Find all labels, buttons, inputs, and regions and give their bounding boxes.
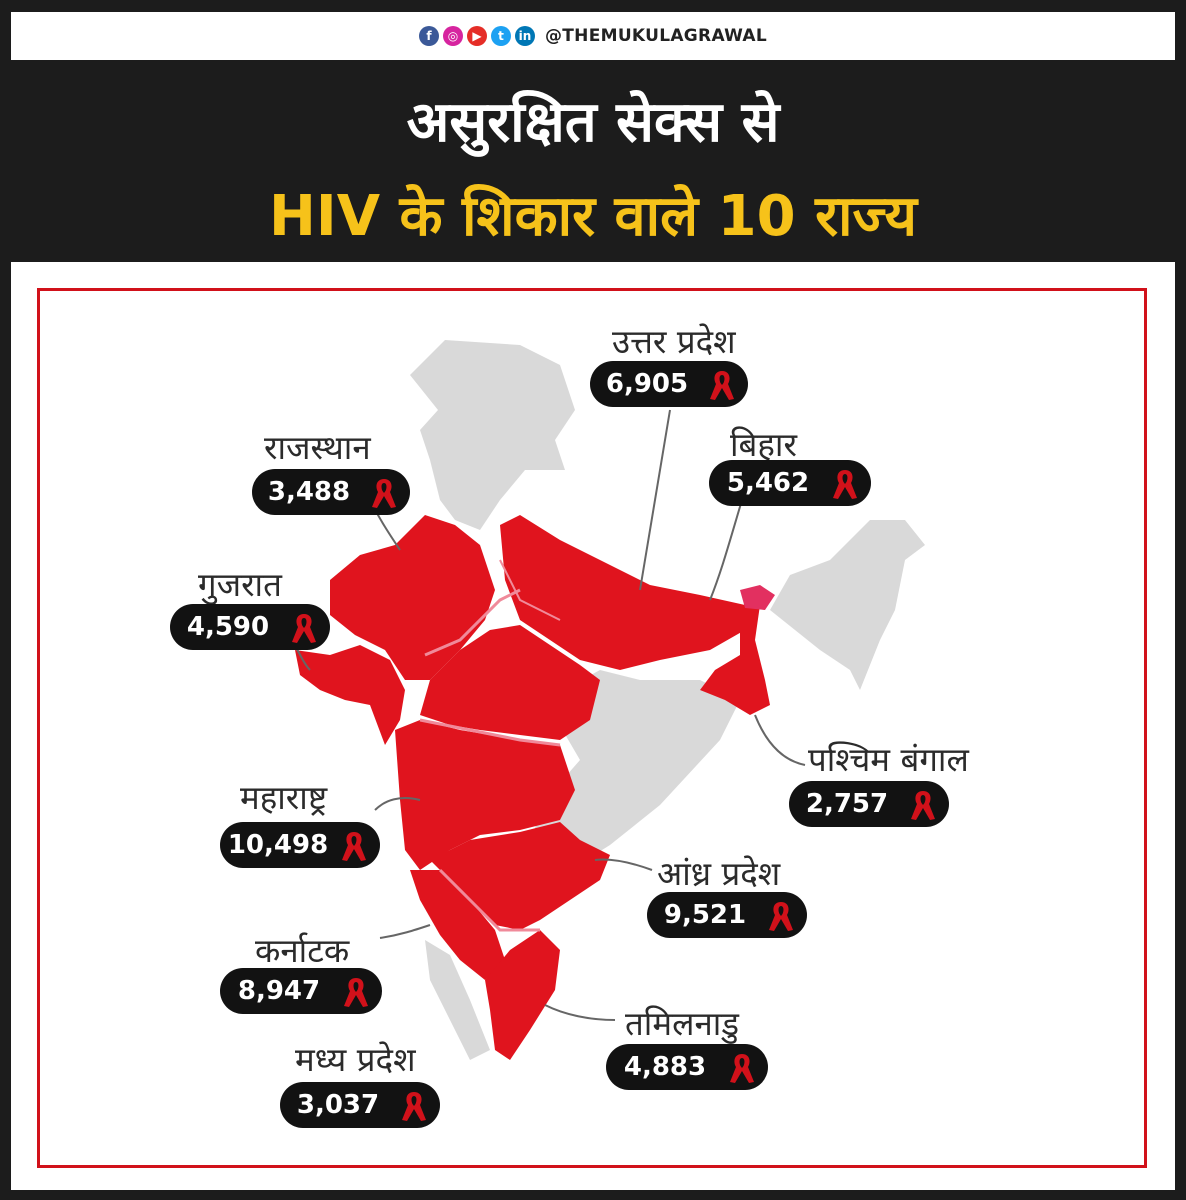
label-bihar: बिहार [730, 425, 797, 464]
region-gujarat [295, 645, 405, 745]
region-maharashtra [395, 720, 575, 870]
linkedin-icon[interactable]: in [514, 26, 535, 46]
pill-tamil-nadu: 4,883 [606, 1044, 768, 1090]
pill-uttar-pradesh: 6,905 [590, 361, 748, 407]
red-ribbon-icon [342, 832, 366, 861]
social-handle[interactable]: @THEMUKULAGRAWAL [544, 26, 768, 46]
value-gujarat: 4,590 [186, 612, 270, 642]
region-northeast [770, 520, 925, 690]
pill-gujarat: 4,590 [170, 604, 330, 650]
twitter-icon[interactable]: t [490, 26, 511, 46]
red-ribbon-icon [730, 1054, 754, 1083]
red-ribbon-icon [402, 1092, 426, 1121]
pill-madhya-pradesh: 3,037 [280, 1082, 440, 1128]
leader-line-up [639, 409, 671, 591]
red-ribbon-icon [833, 470, 857, 499]
red-ribbon-icon [344, 978, 368, 1007]
title-line-2: HIV के शिकार वाले 10 राज्य [269, 184, 917, 249]
region-rajasthan [330, 515, 495, 680]
region-mp [420, 625, 600, 740]
social-header-bar: f ◎ ▶ t in @THEMUKULAGRAWAL [11, 12, 1175, 60]
pill-west-bengal: 2,757 [789, 781, 949, 827]
leader-line-karnataka [379, 924, 431, 939]
youtube-icon[interactable]: ▶ [466, 26, 487, 46]
pill-andhra-pradesh: 9,521 [647, 892, 807, 938]
label-uttar-pradesh: उत्तर प्रदेश [612, 322, 736, 361]
value-karnataka: 8,947 [237, 976, 321, 1006]
facebook-icon[interactable]: f [418, 26, 439, 46]
pill-karnataka: 8,947 [220, 968, 382, 1014]
pill-maharashtra: 10,498 [220, 822, 380, 868]
label-andhra-pradesh: आंध्र प्रदेश [657, 854, 781, 893]
value-madhya-pradesh: 3,037 [296, 1090, 380, 1120]
label-gujarat: गुजरात [198, 565, 282, 604]
value-rajasthan: 3,488 [267, 477, 351, 507]
title-line-1: असुरक्षित सेक्स से [406, 90, 780, 155]
region-up-bihar [500, 515, 745, 670]
value-west-bengal: 2,757 [805, 789, 889, 819]
value-bihar: 5,462 [726, 468, 810, 498]
label-karnataka: कर्नाटक [255, 931, 350, 970]
region-tamil-nadu [485, 930, 560, 1060]
region-west-bengal [700, 600, 770, 715]
label-rajasthan: राजस्थान [264, 428, 371, 467]
pill-rajasthan: 3,488 [252, 469, 410, 515]
red-ribbon-icon [769, 902, 793, 931]
label-maharashtra: महाराष्ट्र [240, 778, 328, 817]
leader-line-tamilnadu [544, 1004, 616, 1021]
red-ribbon-icon [710, 371, 734, 400]
leader-line-maharashtra [374, 797, 421, 811]
value-andhra-pradesh: 9,521 [663, 900, 747, 930]
region-kerala-goa [425, 940, 490, 1060]
label-west-bengal: पश्चिम बंगाल [808, 740, 969, 779]
leader-line-bihar [709, 499, 743, 601]
region-sikkim [740, 585, 775, 610]
red-regions [295, 515, 775, 1060]
value-tamil-nadu: 4,883 [623, 1052, 707, 1082]
red-ribbon-icon [911, 791, 935, 820]
leader-lines [294, 409, 806, 1021]
value-uttar-pradesh: 6,905 [605, 369, 689, 399]
red-ribbon-icon [292, 614, 316, 643]
pill-bihar: 5,462 [709, 460, 871, 506]
leader-line-wb [754, 714, 806, 766]
instagram-icon[interactable]: ◎ [442, 26, 463, 46]
label-madhya-pradesh: मध्य प्रदेश [295, 1040, 416, 1079]
leader-line-andhra [594, 858, 653, 871]
region-karnataka [410, 870, 505, 980]
red-ribbon-icon [372, 479, 396, 508]
value-maharashtra: 10,498 [227, 830, 329, 860]
region-north-jk [410, 340, 575, 530]
label-tamil-nadu: तमिलनाडु [625, 1004, 739, 1043]
red-frame [37, 288, 1147, 1168]
